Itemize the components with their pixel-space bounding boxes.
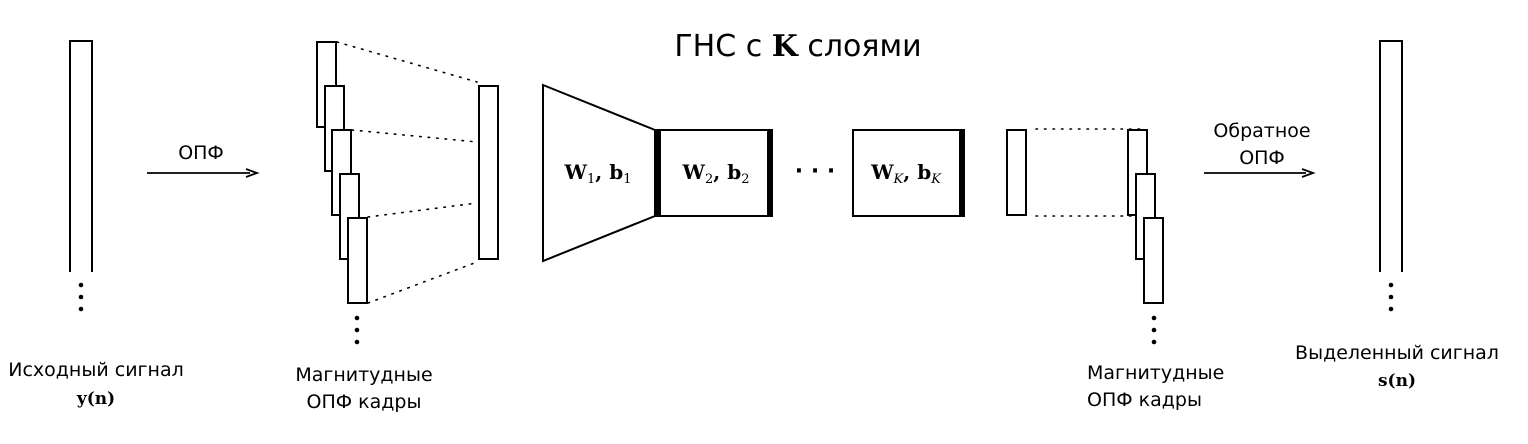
stft-frame [1143,217,1164,304]
istft-arrow-label-1: Обратное [1213,120,1310,142]
stft-frame [347,217,368,304]
layer-k: WK, bK [852,129,965,217]
input-signal-label: Исходный сигнал [8,359,183,381]
projection-lines-right [1035,128,1141,217]
layer-k-label: WK, bK [870,160,942,187]
layer-2-label: W2, b2 [682,160,750,187]
layers-ellipsis: · · · [795,159,835,184]
diagram-title: ГНС с K слоями [674,29,921,64]
layer-2: W2, b2 [659,129,773,217]
stft-frames-right: Магнитудные ОПФ кадры [1087,129,1224,411]
title-prefix: ГНС с [674,29,771,64]
stft-arrow: ОПФ [147,142,260,178]
layer-2-box [659,129,771,217]
stft-frames-right-label-1: Магнитудные [1087,362,1224,384]
layer-1: W1, b1 [542,83,660,263]
layer-1-label: W1, b1 [564,160,632,187]
stft-frames-left-label-1: Магнитудные [295,364,432,386]
stft-frames-right-label-2: ОПФ кадры [1087,389,1202,411]
input-signal: Исходный сигнал y(n) [8,40,184,409]
output-signal-bar [1379,40,1403,272]
stft-frames-left-label-2: ОПФ кадры [307,391,422,413]
output-signal: Выделенный сигнал s(n) [1295,40,1499,391]
istft-arrow: Обратное ОПФ [1204,120,1316,178]
title-suffix: слоями [798,29,922,64]
input-signal-symbol: y(n) [76,389,115,409]
projection-lines-left [336,41,478,304]
stft-arrow-label: ОПФ [178,142,224,164]
network-output-frame [1006,129,1027,216]
layer-k-box [852,129,962,217]
output-signal-label: Выделенный сигнал [1295,342,1499,364]
network-input-frame [478,85,499,260]
output-signal-symbol: s(n) [1378,371,1416,391]
title-symbol: K [772,29,799,64]
input-signal-bar [69,40,93,272]
istft-arrow-label-2: ОПФ [1239,147,1285,169]
stft-frames-left: Магнитудные ОПФ кадры [295,41,433,413]
